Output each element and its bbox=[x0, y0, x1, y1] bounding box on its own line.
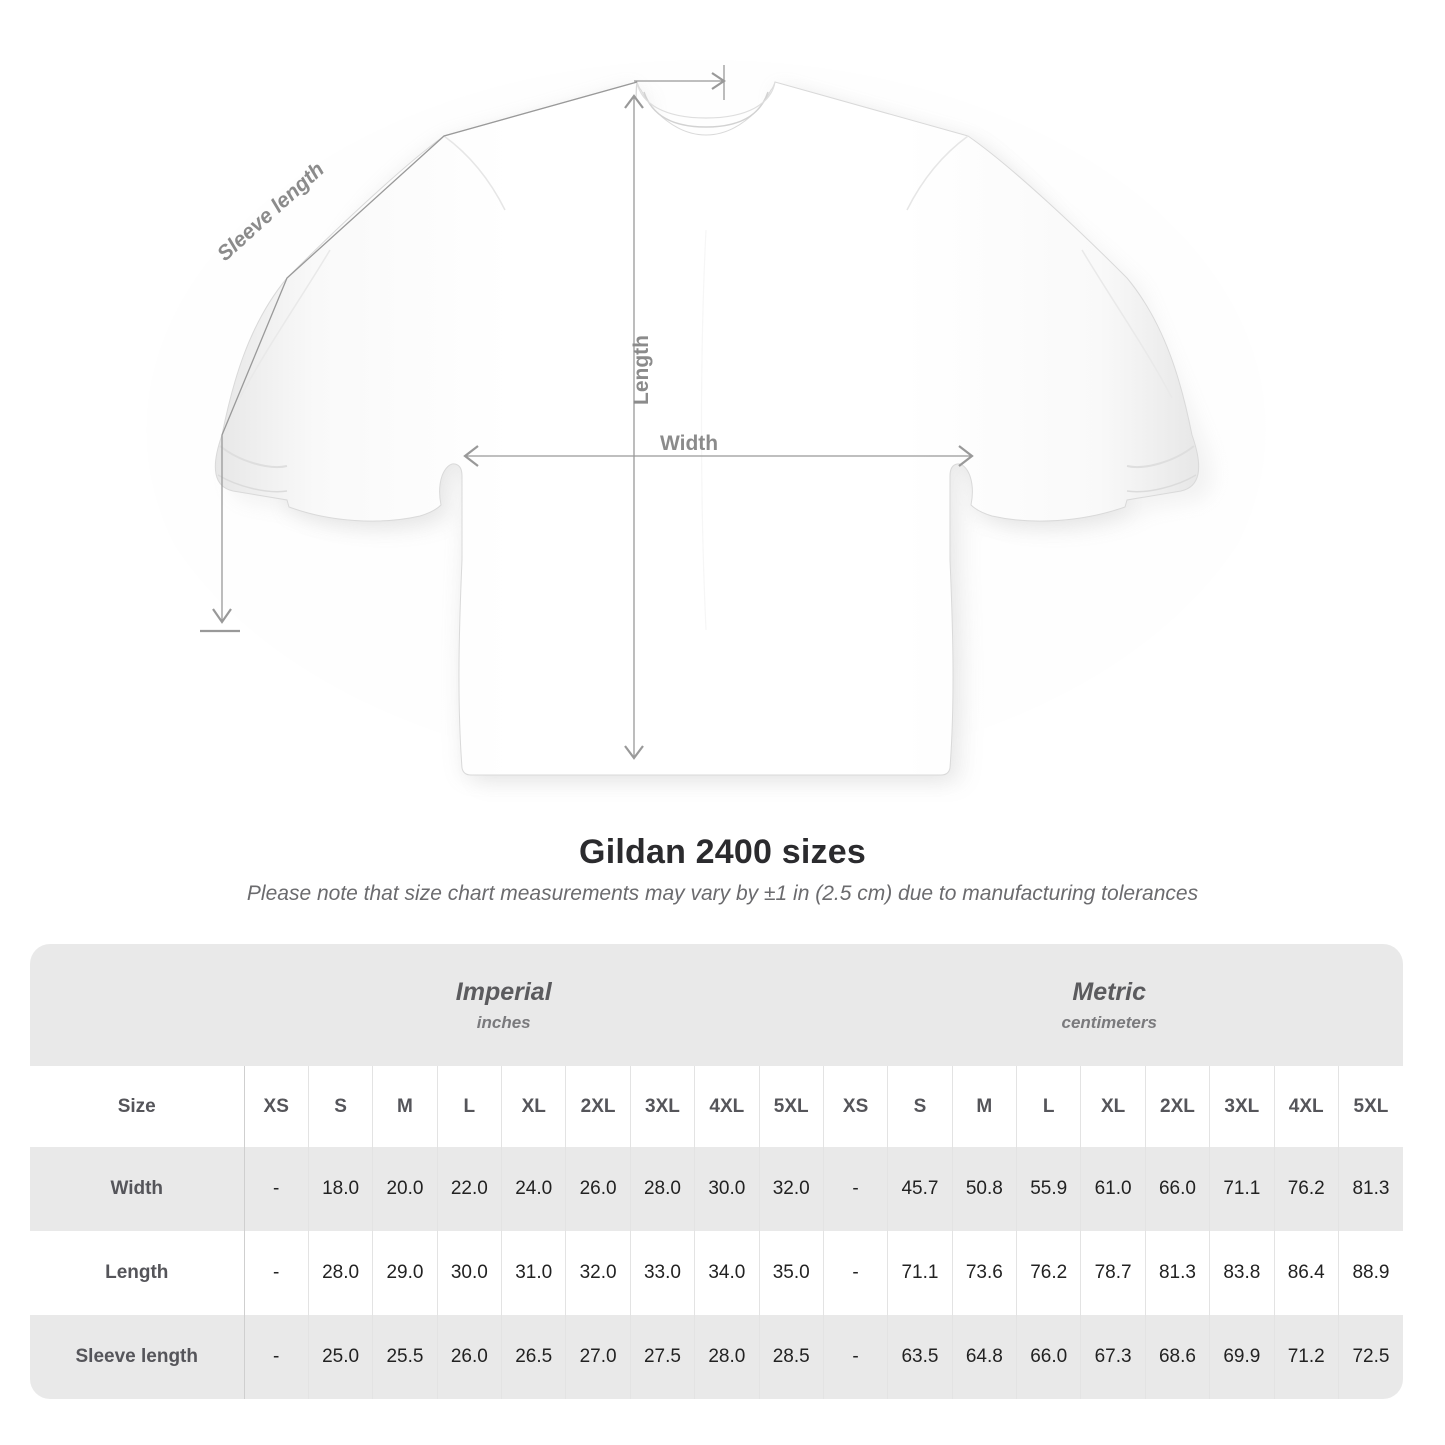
svg-text:Length: Length bbox=[630, 335, 653, 405]
svg-text:Width: Width bbox=[660, 432, 718, 455]
